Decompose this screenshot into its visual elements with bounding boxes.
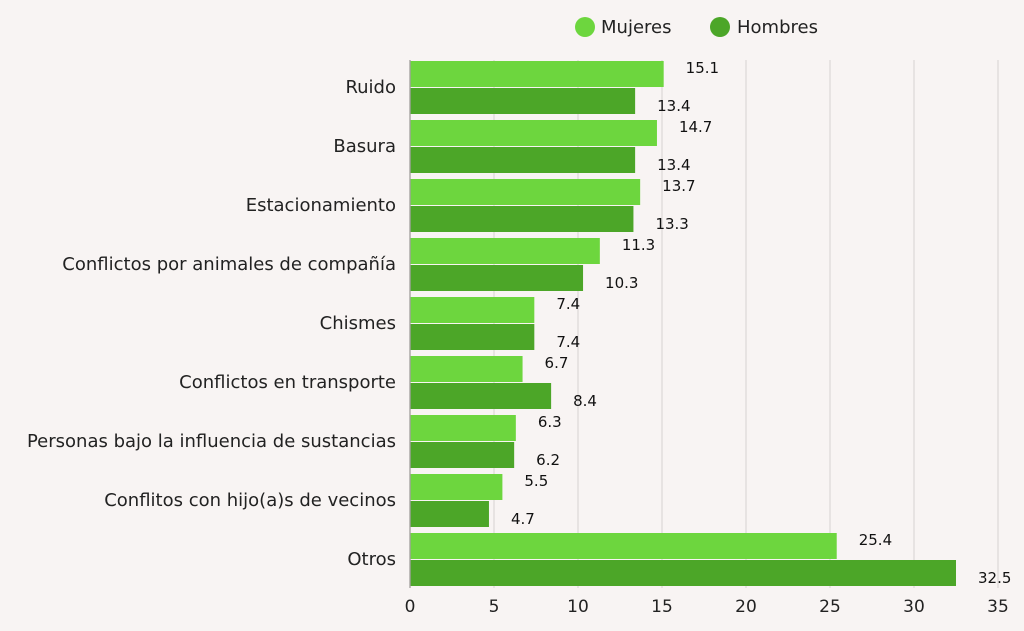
bar-mujeres-conflictos-por-animales-de-compania (410, 238, 600, 264)
bar-mujeres-otros (410, 533, 837, 559)
value-label-hombres: 13.4 (657, 156, 690, 174)
category-label: Personas bajo la influencia de sustancia… (27, 431, 396, 452)
legend-marker-hombres (710, 17, 730, 37)
value-label-hombres: 10.3 (605, 274, 638, 292)
value-label-hombres: 8.4 (573, 392, 597, 410)
legend-marker-mujeres (575, 17, 595, 37)
legend: Mujeres Hombres (575, 17, 818, 38)
value-label-mujeres: 6.7 (545, 354, 569, 372)
legend-label-hombres: Hombres (737, 17, 818, 38)
value-label-hombres: 4.7 (511, 510, 535, 528)
x-tick-label: 30 (903, 597, 925, 617)
bar-mujeres-basura (410, 120, 657, 146)
value-label-mujeres: 25.4 (859, 531, 892, 549)
category-labels: Ruido Basura Estacionamiento Conflictos por… (27, 77, 396, 570)
category-label: Conflictos por animales de compañía (62, 254, 396, 275)
x-tick-label: 15 (651, 597, 673, 617)
bar-hombres-conflictos-por-animales-de-compania (410, 265, 584, 291)
bar-hombres-ruido (410, 88, 636, 114)
value-label-hombres: 13.4 (657, 97, 690, 115)
bar-mujeres-conflictos-en-transporte (410, 356, 523, 382)
category-label: Conflictos en transporte (179, 372, 396, 393)
value-label-hombres: 32.5 (978, 569, 1011, 587)
value-label-mujeres: 11.3 (622, 236, 655, 254)
x-tick-label: 10 (567, 597, 589, 617)
x-tick-label: 25 (819, 597, 841, 617)
bar-hombres-conflictos-en-transporte (410, 383, 552, 409)
bar-mujeres-estacionamiento (410, 179, 641, 205)
value-label-mujeres: 13.7 (662, 177, 695, 195)
bar-hombres-conflitos-con-hijo-a-s-de-vecinos (410, 501, 489, 527)
bar-mujeres-personas-bajo-la-influencia-de-sustancias (410, 415, 516, 441)
value-labels: 15.1 13.4 14.7 13.4 13.7 13.311.3 10.3 7.4 7.4 6.… (511, 59, 1011, 587)
value-label-mujeres: 15.1 (686, 59, 719, 77)
category-label: Conflitos con hijo(a)s de vecinos (104, 490, 396, 511)
bar-mujeres-chismes (410, 297, 535, 323)
category-label: Estacionamiento (246, 195, 396, 216)
x-tick-label: 20 (735, 597, 757, 617)
x-tick-label: 35 (987, 597, 1009, 617)
category-label: Ruido (345, 77, 396, 98)
value-label-hombres: 6.2 (536, 451, 560, 469)
x-axis-ticks: 0 5 10 15 20 25 30 35 (405, 597, 1009, 617)
value-label-hombres: 13.3 (655, 215, 688, 233)
bar-hombres-personas-bajo-la-influencia-de-sustancias (410, 442, 515, 468)
category-label: Basura (333, 136, 396, 157)
value-label-hombres: 7.4 (556, 333, 580, 351)
bar-hombres-estacionamiento (410, 206, 634, 232)
bars (410, 61, 957, 586)
bar-mujeres-ruido (410, 61, 664, 87)
x-tick-label: 5 (489, 597, 500, 617)
value-label-mujeres: 5.5 (524, 472, 548, 490)
category-label: Chismes (320, 313, 396, 334)
bar-hombres-otros (410, 560, 957, 586)
value-label-mujeres: 14.7 (679, 118, 712, 136)
legend-label-mujeres: Mujeres (601, 17, 671, 38)
bar-hombres-chismes (410, 324, 535, 350)
category-label: Otros (347, 549, 396, 570)
x-tick-label: 0 (405, 597, 416, 617)
value-label-mujeres: 7.4 (556, 295, 580, 313)
value-label-mujeres: 6.3 (538, 413, 562, 431)
bar-hombres-basura (410, 147, 636, 173)
bar-mujeres-conflitos-con-hijo-a-s-de-vecinos (410, 474, 503, 500)
